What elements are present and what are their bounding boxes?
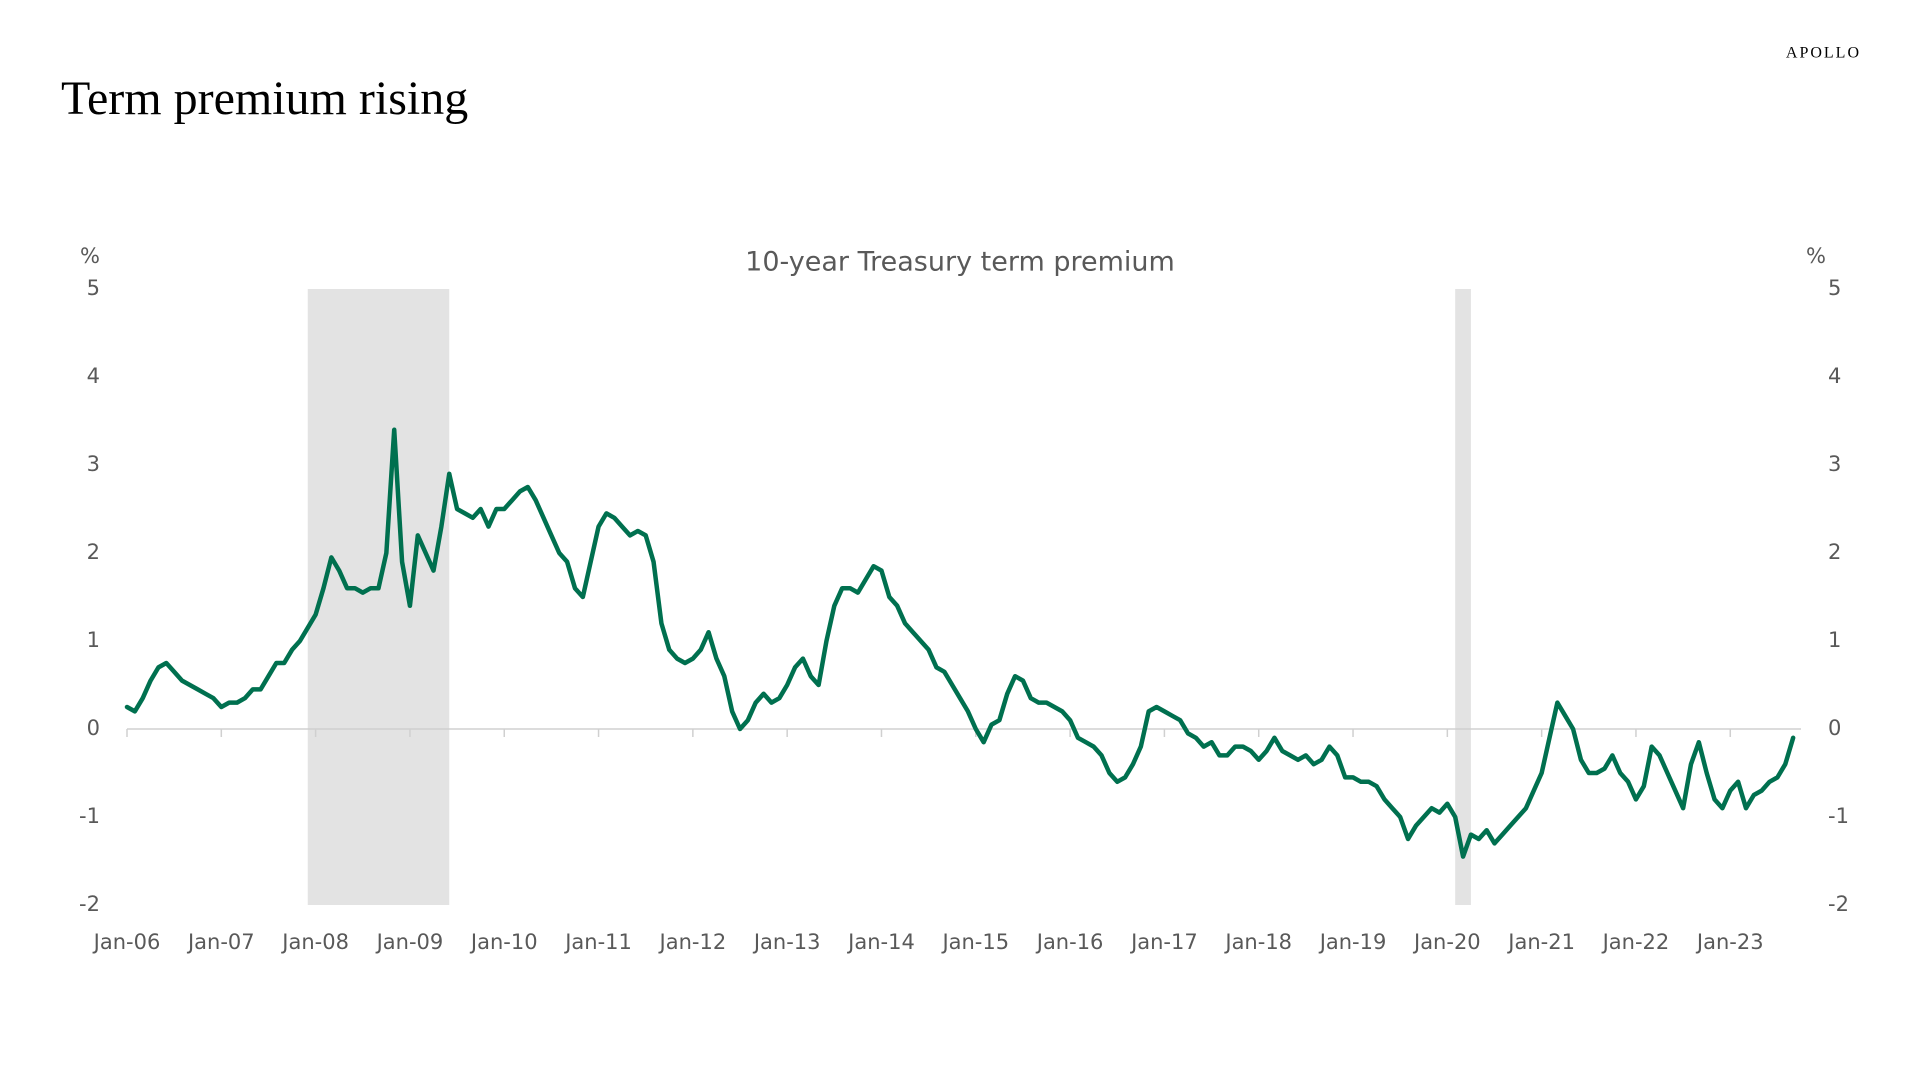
- x-tick-label: Jan-20: [1412, 930, 1481, 954]
- y2-tick-label: -2: [1828, 892, 1849, 916]
- y-tick-label: 4: [87, 364, 100, 388]
- y-tick-label: -2: [79, 892, 100, 916]
- x-tick-label: Jan-16: [1035, 930, 1104, 954]
- x-tick-label: Jan-22: [1601, 930, 1670, 954]
- x-tick-label: Jan-23: [1695, 930, 1764, 954]
- y-tick-label: -1: [79, 804, 100, 828]
- x-tick-label: Jan-17: [1129, 930, 1198, 954]
- x-tick-label: Jan-08: [280, 930, 349, 954]
- y2-tick-label: 2: [1828, 540, 1841, 564]
- y2-tick-label: -1: [1828, 804, 1849, 828]
- y-tick-label: 2: [87, 540, 100, 564]
- x-tick-label: Jan-13: [752, 930, 821, 954]
- x-tick-label: Jan-09: [375, 930, 444, 954]
- brand: APOLLO: [1786, 45, 1861, 62]
- chart-subtitle: 10-year Treasury term premium: [745, 247, 1175, 278]
- chart-title: Term premium rising: [61, 72, 468, 125]
- x-tick-label: Jan-21: [1506, 930, 1575, 954]
- recession-shade: [1455, 289, 1471, 905]
- y2-tick-label: 5: [1828, 276, 1841, 300]
- y2-axis-label: %: [1806, 244, 1826, 268]
- x-tick-label: Jan-06: [92, 930, 161, 954]
- y-tick-label: 3: [87, 452, 100, 476]
- y2-tick-label: 4: [1828, 364, 1841, 388]
- y2-tick-label: 0: [1828, 716, 1841, 740]
- x-tick-label: Jan-14: [846, 930, 915, 954]
- y-axis-label: %: [80, 244, 100, 268]
- data-line: [124, 427, 1796, 859]
- y-tick-label: 1: [87, 628, 100, 652]
- x-tick-label: Jan-12: [658, 930, 727, 954]
- y2-tick-label: 1: [1828, 628, 1841, 652]
- x-tick-label: Jan-15: [940, 930, 1009, 954]
- y-tick-label: 5: [87, 276, 100, 300]
- x-tick-label: Jan-10: [469, 930, 538, 954]
- x-tick-label: Jan-18: [1223, 930, 1292, 954]
- recession-shade: [307, 289, 450, 905]
- x-tick-label: Jan-19: [1318, 930, 1387, 954]
- y2-tick-label: 3: [1828, 452, 1841, 476]
- y-tick-label: 0: [87, 716, 100, 740]
- x-tick-label: Jan-07: [186, 930, 255, 954]
- x-tick-label: Jan-11: [563, 930, 632, 954]
